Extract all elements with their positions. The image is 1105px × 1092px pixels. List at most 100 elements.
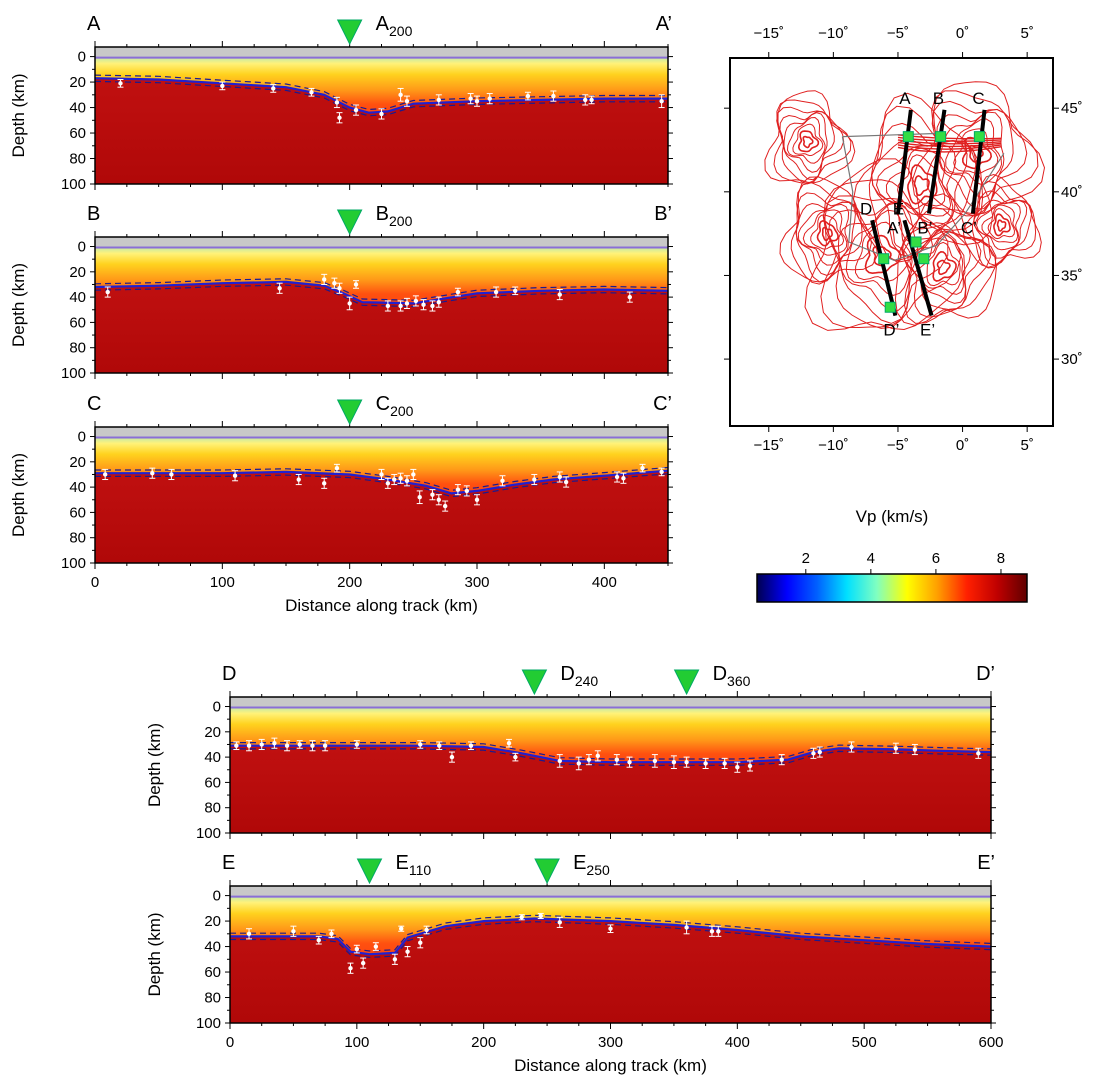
station-point bbox=[397, 87, 404, 102]
station-point bbox=[353, 104, 360, 116]
station-point bbox=[403, 95, 410, 107]
marker-label: C200 bbox=[376, 393, 414, 419]
contour-line bbox=[953, 128, 999, 175]
x-tick-label: 0 bbox=[226, 1034, 234, 1051]
marker-triangle bbox=[356, 858, 383, 885]
station-point bbox=[585, 754, 592, 766]
lon-tick-label: −15˚ bbox=[754, 437, 784, 454]
station-point bbox=[435, 296, 442, 308]
station-point bbox=[346, 296, 353, 311]
contour-line bbox=[936, 259, 951, 276]
marker-label: A200 bbox=[376, 13, 413, 39]
moho-upper-bound bbox=[94, 74, 668, 111]
station-point bbox=[353, 740, 360, 749]
station-point bbox=[378, 108, 385, 120]
lat-tick-label: 40˚ bbox=[1061, 184, 1083, 201]
station-point bbox=[848, 741, 855, 753]
contour-line bbox=[827, 200, 933, 324]
station-point bbox=[353, 280, 360, 289]
station-point bbox=[336, 112, 343, 124]
y-tick-label: 100 bbox=[61, 176, 86, 193]
station-point bbox=[284, 740, 291, 752]
station-point bbox=[486, 93, 493, 105]
station-point bbox=[463, 485, 470, 497]
contour-line bbox=[981, 204, 1019, 243]
contour-line bbox=[783, 112, 828, 173]
contour-line bbox=[987, 207, 1016, 240]
lon-tick-label: 0˚ bbox=[956, 25, 969, 42]
station-point bbox=[219, 81, 226, 91]
contour-line bbox=[971, 180, 1037, 269]
moho-lower-bound bbox=[230, 921, 992, 959]
station-point bbox=[778, 754, 785, 766]
station-point bbox=[747, 760, 754, 772]
mantle-region bbox=[95, 78, 668, 184]
y-tick-label: 60 bbox=[69, 125, 86, 142]
y-tick-label: 20 bbox=[204, 724, 221, 741]
moho-line bbox=[230, 917, 992, 956]
profile-start-label: C bbox=[87, 393, 101, 415]
moho-upper-bound bbox=[94, 278, 669, 301]
station-point bbox=[556, 289, 563, 301]
station-point bbox=[168, 468, 175, 481]
mantle-region bbox=[230, 745, 991, 833]
y-tick-label: 20 bbox=[69, 74, 86, 91]
profile-panel-c: 0 20 40 60 80 100 Depth (km) 0 100 200 300 400 Dista… bbox=[9, 393, 673, 615]
profile-start-label: D bbox=[222, 663, 236, 685]
station-point bbox=[384, 477, 391, 489]
y-tick-label: 0 bbox=[213, 699, 221, 716]
station-point bbox=[537, 912, 544, 920]
contour-line bbox=[945, 118, 1003, 185]
profile-end-label: A’ bbox=[656, 13, 672, 35]
y-axis-label: Depth (km) bbox=[145, 912, 164, 996]
y-tick-label: 20 bbox=[69, 264, 86, 281]
x-tick-label: 0 bbox=[91, 574, 99, 591]
station-point bbox=[448, 751, 455, 763]
profile-panel-b: 0 20 40 60 80 100 Depth (km) B B’ B200 bbox=[9, 203, 673, 382]
station-point bbox=[333, 463, 340, 473]
moho-lower-bound bbox=[230, 748, 992, 766]
contour-line bbox=[894, 193, 997, 326]
station-square bbox=[973, 131, 985, 143]
station-point bbox=[429, 489, 436, 501]
y-axis-label: Depth (km) bbox=[9, 263, 28, 347]
y-tick-label: 40 bbox=[69, 100, 86, 117]
y-tick-label: 60 bbox=[204, 774, 221, 791]
lon-tick-label: −15˚ bbox=[754, 25, 784, 42]
y-tick-label: 40 bbox=[69, 289, 86, 306]
station-square bbox=[884, 301, 896, 313]
profile-line bbox=[926, 109, 947, 214]
station-point bbox=[531, 473, 538, 486]
contour-line bbox=[795, 192, 863, 283]
contour-line bbox=[909, 231, 971, 304]
station-point bbox=[474, 494, 480, 506]
station-point bbox=[436, 741, 443, 751]
lat-tick-label: 45˚ bbox=[1061, 100, 1083, 117]
station-point bbox=[117, 79, 124, 88]
y-tick-label: 0 bbox=[78, 429, 86, 446]
station-point bbox=[271, 737, 278, 749]
station-point bbox=[524, 91, 531, 101]
station-point bbox=[295, 473, 302, 486]
station-point bbox=[810, 747, 817, 759]
station-point bbox=[467, 93, 474, 105]
station-point bbox=[563, 476, 570, 488]
profile-line bbox=[902, 219, 934, 317]
station-point bbox=[454, 484, 461, 496]
station-point bbox=[474, 95, 480, 107]
station-point bbox=[258, 738, 265, 751]
station-point bbox=[429, 300, 436, 312]
contour-line bbox=[820, 179, 962, 329]
profile-end-label: D’ bbox=[976, 663, 995, 685]
station-point bbox=[454, 287, 461, 297]
station-point bbox=[683, 756, 690, 768]
station-point bbox=[372, 942, 379, 951]
contour-line bbox=[790, 182, 872, 285]
y-tick-label: 100 bbox=[61, 365, 86, 382]
contour-line bbox=[852, 92, 994, 262]
contour-line bbox=[786, 116, 826, 164]
marker-triangle bbox=[336, 19, 363, 46]
station-point bbox=[403, 475, 410, 487]
x-tick-label: 600 bbox=[978, 1034, 1003, 1051]
